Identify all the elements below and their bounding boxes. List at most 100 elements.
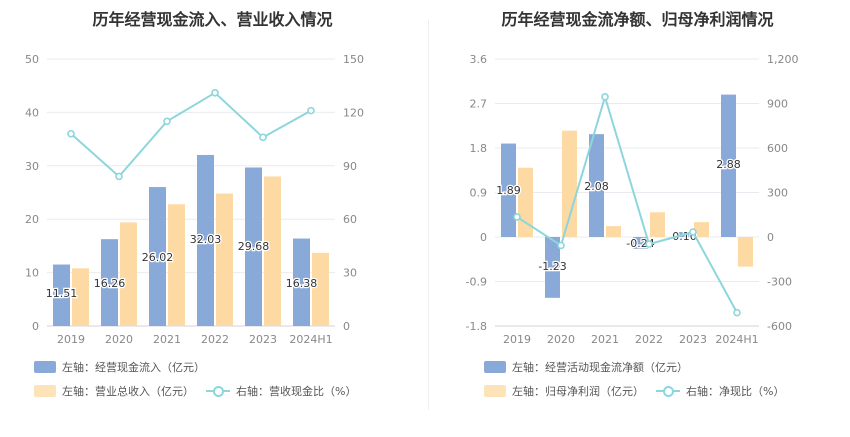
ratio-point [307,106,315,115]
left-axis-tick-label: 1.8 [470,142,488,155]
legend-item-ratio[interactable]: 右轴：营收现金比（%） [206,383,356,399]
legend-label: 右轴：营收现金比（%） [236,385,357,398]
ratio-point [557,241,565,250]
x-axis-tick-label: 2024H1 [289,333,332,346]
ratio-point [163,117,171,126]
legend-item-net-ratio[interactable]: 右轴：净现比（%） [656,383,784,399]
x-axis-tick-label: 2019 [57,333,85,346]
bar-data-label: 2.88 [716,158,741,171]
right-axis-tick-label: 0 [343,320,350,333]
ratio-point [601,93,609,101]
legend-label: 左轴：经营活动现金流净额（亿元） [512,361,688,374]
right-axis-tick-label: 300 [767,187,788,200]
legend-label: 右轴：净现比（%） [686,385,785,398]
secondary-bar [650,212,665,237]
x-axis-tick-label: 2021 [153,333,181,346]
secondary-bar [216,193,233,326]
legend-row-2: 左轴：归母净利润（亿元） 右轴：净现比（%） [484,384,796,398]
cash-bar [545,237,560,298]
legend-item-net-cashflow[interactable]: 左轴：经营活动现金流净额（亿元） [484,359,688,375]
ratio-line [516,93,738,314]
x-axis-tick-label: 2024H1 [715,333,758,346]
bar-data-label: 16.38 [286,277,318,290]
x-axis-tick-label: 2022 [201,333,229,346]
chart-panel-net-cashflow: 历年经营现金流净额、归母净利润情况 -1.8 -0.9 0 0.9 1.8 2.7 3.6 -… [425,0,850,437]
left-axis-tick-label: -0.9 [466,276,487,289]
left-axis-tick-label: -1.8 [466,320,487,333]
legend-row-2: 左轴：营业总收入（亿元） 右轴：营收现金比（%） [34,384,368,398]
legend-swatch-orange [34,385,56,397]
ratio-point [689,228,697,236]
x-axis-tick-label: 2023 [249,333,277,346]
left-axis-tick-label: 0.9 [470,187,488,200]
ratio-point [645,240,653,248]
chart-title: 历年经营现金流净额、归母净利润情况 [501,10,774,29]
legend-row-1: 左轴：经营活动现金流净额（亿元） [484,360,700,374]
secondary-bar [738,237,753,267]
cash-bar [245,167,262,326]
cash-bar [53,264,70,326]
right-axis-tick-label: 1,200 [767,53,799,66]
legend-swatch-line [656,385,680,397]
chart-panel-cashflow-inflow: 历年经营现金流入、营业收入情况 0 10 20 30 40 50 0 30 60 90 120 150… [25,10,368,398]
left-axis-tick-label: 20 [25,213,39,226]
legend-item-net-profit[interactable]: 左轴：归母净利润（亿元） [484,383,644,399]
ratio-point [513,213,521,221]
left-axis-tick-label: 3.6 [470,53,488,66]
right-axis-tick-label: 60 [343,213,357,226]
cash-bar [721,94,736,237]
left-axis-tick-label: 0 [32,320,39,333]
right-axis-tick-label: 150 [343,53,364,66]
ratio-point [211,89,219,97]
right-axis-tick-label: 0 [767,231,774,244]
legend-swatch-blue [34,361,56,373]
cash-bar [101,239,118,326]
right-axis-tick-label: 120 [343,106,364,119]
right-axis-tick-label: 90 [343,160,357,173]
legend-label: 左轴：归母净利润（亿元） [512,385,644,398]
legend-item-revenue[interactable]: 左轴：营业总收入（亿元） [34,383,194,399]
cash-bar [501,143,516,237]
right-axis-tick-label: 30 [343,267,357,280]
chart-title: 历年经营现金流入、营业收入情况 [92,10,333,29]
cash-bar [149,187,166,326]
secondary-bar [72,268,89,326]
bar-data-label: 2.08 [584,180,609,193]
right-axis-tick-label: -600 [767,320,792,333]
bar-data-label: -1.23 [538,260,566,273]
legend-label: 左轴：营业总收入（亿元） [62,385,194,398]
right-axis-tick-label: 600 [767,142,788,155]
ratio-point [733,308,741,317]
secondary-bar [312,252,329,326]
legend-swatch-blue [484,361,506,373]
panel-divider [428,20,429,410]
secondary-bar [562,130,577,237]
left-axis-tick-label: 10 [25,267,39,280]
secondary-bar [694,222,709,237]
x-axis-tick-label: 2019 [503,333,531,346]
secondary-bar [264,176,281,326]
cash-bar [197,154,214,326]
legend-swatch-orange [484,385,506,397]
left-axis-tick-label: 2.7 [470,98,488,111]
right-axis-tick-label: -300 [767,276,792,289]
legend-label: 左轴：经营现金流入（亿元） [62,361,205,374]
secondary-bar [606,226,621,237]
left-axis-tick-label: 40 [25,106,39,119]
ratio-point [67,129,75,138]
cash-bar [589,134,604,237]
secondary-bar [168,204,185,326]
legend-row-1: 左轴：经营现金流入（亿元） [34,360,217,374]
legend-item-cash-inflow[interactable]: 左轴：经营现金流入（亿元） [34,359,205,375]
bar-data-label: 29.68 [238,240,270,253]
x-axis-tick-label: 2023 [679,333,707,346]
x-axis-tick-label: 2020 [547,333,575,346]
chart-svg-cashflow-inflow: 0 10 20 30 40 50 0 30 60 90 120 150 2019 2020 2021 2022… [25,53,364,346]
ratio-point [115,172,123,181]
ratio-point [259,133,267,142]
bar-data-label: 1.89 [496,184,521,197]
ratio-line [70,91,312,178]
bar-data-label: 32.03 [190,233,222,246]
right-axis-tick-label: 900 [767,98,788,111]
left-axis-tick-label: 0 [480,231,487,244]
